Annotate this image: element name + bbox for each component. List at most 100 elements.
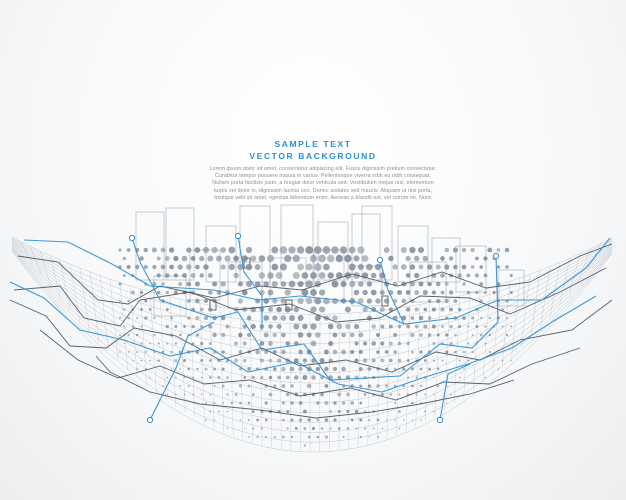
dot: [463, 368, 465, 370]
dot: [281, 332, 286, 338]
dot: [315, 332, 321, 338]
dot: [164, 256, 170, 261]
node-dot: [376, 256, 384, 264]
dot: [252, 427, 255, 430]
dot: [385, 384, 389, 388]
dot: [284, 254, 292, 263]
dot: [160, 247, 166, 253]
dot: [348, 263, 356, 271]
mesh-rib: [49, 255, 61, 299]
dot: [424, 393, 427, 396]
dot: [371, 324, 377, 329]
dot: [224, 255, 231, 262]
dot: [331, 246, 339, 254]
dot: [226, 376, 229, 379]
dot: [496, 282, 501, 286]
dot: [195, 298, 200, 304]
dot: [161, 282, 165, 286]
frame: [361, 205, 393, 281]
mesh-rib: [386, 309, 391, 439]
dot: [152, 264, 157, 270]
dot: [292, 272, 300, 279]
dot: [183, 393, 186, 396]
dot: [122, 274, 126, 277]
dot: [358, 332, 364, 338]
dot: [344, 306, 351, 313]
frame: [397, 225, 429, 283]
dot: [420, 419, 422, 421]
dot: [397, 358, 402, 363]
dot: [233, 255, 240, 262]
mesh-rib: [39, 250, 52, 287]
dot: [263, 315, 270, 321]
dot: [410, 316, 415, 320]
dot: [324, 384, 329, 388]
dot: [354, 341, 359, 346]
dot: [135, 264, 140, 270]
mesh-rib: [425, 302, 431, 422]
dot: [165, 308, 169, 311]
dot: [288, 280, 296, 288]
dot: [504, 247, 510, 253]
dot: [169, 264, 175, 270]
dot: [419, 384, 423, 388]
dot: [371, 341, 377, 346]
dot: [260, 375, 264, 380]
dot: [419, 333, 423, 337]
dot: [475, 256, 479, 261]
dot: [467, 325, 470, 328]
blue-trace: [379, 259, 405, 325]
mesh-ring: [11, 238, 613, 335]
dot: [209, 393, 212, 396]
dot: [258, 255, 266, 262]
body-line: Curabitur tempor posuere massa in varius…: [215, 173, 431, 180]
dot: [123, 342, 125, 345]
dot: [271, 280, 278, 288]
dot: [183, 376, 186, 379]
dot: [324, 418, 329, 422]
dot: [440, 273, 445, 278]
dot: [403, 402, 405, 404]
dot: [397, 324, 402, 329]
dot: [376, 350, 380, 354]
dot: [501, 325, 504, 328]
dot: [226, 393, 229, 396]
mesh-rib: [199, 303, 205, 424]
dot: [298, 418, 303, 422]
dot: [247, 384, 251, 388]
mesh-ring: [11, 246, 613, 413]
dot: [297, 280, 304, 288]
dot: [505, 333, 509, 337]
dot: [322, 246, 331, 254]
dot: [458, 359, 461, 362]
dot: [162, 368, 164, 370]
dot: [119, 334, 121, 336]
dot: [173, 290, 179, 295]
dot: [327, 323, 334, 330]
dot: [256, 418, 259, 422]
dot: [143, 247, 149, 253]
dot: [307, 435, 311, 439]
dot: [359, 384, 363, 388]
dot: [389, 341, 393, 346]
dot: [313, 246, 322, 254]
dot: [178, 350, 182, 354]
mesh-rib: [59, 259, 71, 310]
dot: [195, 315, 200, 321]
dot: [242, 341, 247, 346]
dot: [326, 254, 335, 263]
dot: [453, 298, 458, 304]
mesh-ring: [11, 239, 613, 344]
dot: [380, 358, 385, 363]
mesh-rib: [453, 295, 461, 405]
dot: [394, 401, 397, 405]
dot: [243, 376, 247, 379]
dot: [208, 307, 213, 312]
dot: [314, 297, 322, 305]
dot: [349, 280, 356, 288]
dot: [341, 332, 346, 338]
dot: [178, 282, 183, 286]
dot: [149, 376, 151, 379]
dot: [316, 418, 320, 422]
dot: [290, 435, 294, 439]
